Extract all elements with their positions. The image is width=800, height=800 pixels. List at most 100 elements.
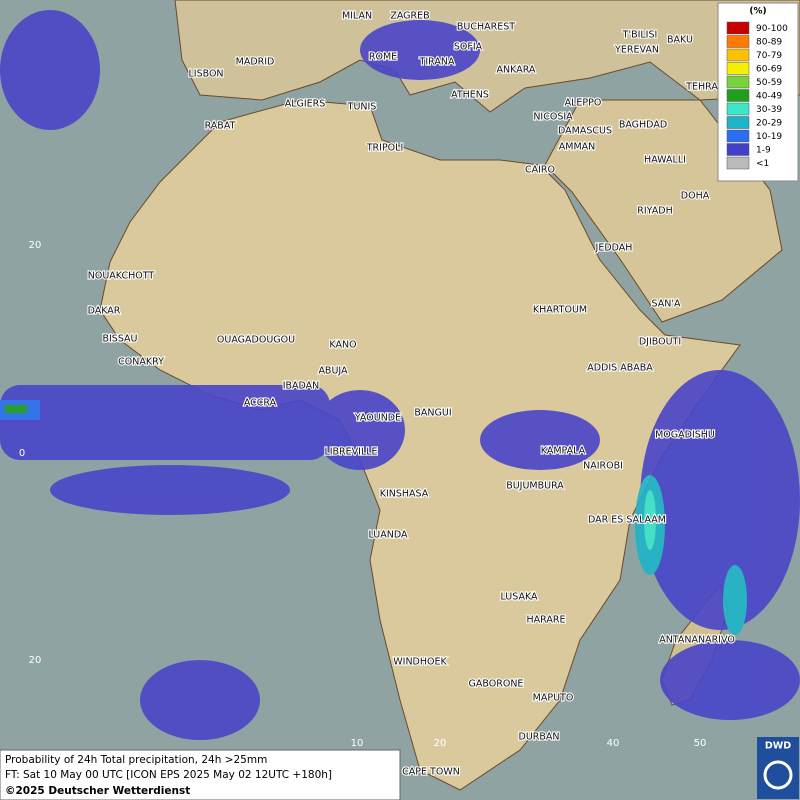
city-label: MILAN [342, 11, 372, 22]
city-label: BUJUMBURA [506, 481, 564, 492]
city-label: ZAGREB [390, 11, 429, 22]
legend-label: 60-69 [756, 65, 782, 75]
lat-label: 20 [29, 240, 42, 251]
lon-label: 40 [607, 738, 620, 749]
city-label: CAIRO [525, 165, 555, 176]
legend-label: <1 [756, 159, 769, 169]
caption-line: FT: Sat 10 May 00 UTC [ICON EPS 2025 May… [5, 769, 332, 781]
lon-label: 10 [351, 738, 364, 749]
city-label: KAMPALA [541, 446, 586, 457]
legend-label: 50-59 [756, 78, 782, 88]
city-label: KHARTOUM [533, 305, 587, 316]
city-label: ABUJA [318, 366, 348, 377]
city-label: HAWALLI [644, 155, 686, 166]
city-label: ALEPPO [565, 98, 602, 109]
city-label: BISSAU [102, 334, 137, 345]
legend-title: (%) [749, 7, 766, 17]
city-label: DAKAR [88, 306, 121, 317]
city-label: BANGUI [414, 408, 451, 419]
legend: (%) 90-100 80-89 70-79 60-69 50-59 40-49 30-39… [717, 2, 799, 182]
city-label: ATHENS [451, 90, 489, 101]
city-label: TUNIS [347, 102, 377, 113]
city-label: ADDIS ABABA [587, 363, 653, 374]
lon-label: 50 [694, 738, 707, 749]
city-label: RABAT [205, 121, 236, 132]
city-label: NICOSIA [533, 112, 573, 123]
city-label: OUAGADOUGOU [217, 335, 295, 346]
city-label: DAMASCUS [558, 126, 612, 137]
legend-swatch [726, 75, 750, 89]
city-label: BUCHAREST [457, 22, 515, 33]
africa [99, 99, 741, 791]
legend-label: 90-100 [756, 24, 788, 34]
city-label: SOFIA [454, 42, 483, 53]
legend-label: 1-9 [756, 146, 771, 156]
grid-labels: 20 0 20 10 20 40 50 [19, 240, 707, 749]
legend-label: 10-19 [756, 132, 782, 142]
city-label: BAGHDAD [619, 120, 667, 131]
city-label: HARARE [527, 615, 566, 626]
legend-swatch [726, 116, 750, 129]
city-label: BAKU [667, 35, 693, 46]
city-label: ALGIERS [285, 99, 326, 110]
caption-box [0, 749, 401, 800]
legend-label: 30-39 [756, 105, 782, 115]
city-label: CAPE TOWN [402, 767, 460, 778]
city-label: MAPUTO [533, 693, 574, 704]
city-label: T'BILISI [622, 30, 658, 41]
city-label: LISBON [188, 69, 223, 80]
city-label: KANO [329, 340, 356, 351]
city-label: NOUAKCHOTT [88, 271, 155, 282]
logo-text: DWD [765, 741, 791, 752]
lon-label: 20 [434, 738, 447, 749]
lat-label: 0 [19, 448, 25, 459]
city-label: DJIBOUTI [639, 337, 681, 348]
legend-swatch [726, 102, 750, 116]
city-label: LUSAKA [500, 592, 538, 603]
legend-label: 20-29 [756, 119, 782, 129]
city-label: NAIROBI [583, 461, 623, 472]
city-label: DURBAN [519, 732, 560, 743]
logo-icon [763, 760, 793, 790]
city-label: LIBREVILLE [324, 447, 377, 458]
legend-swatch [726, 89, 750, 102]
city-label: TEHRA [685, 82, 718, 93]
city-label: ROME [369, 52, 397, 63]
legend-swatch [726, 143, 750, 156]
lat-label: 20 [29, 655, 42, 666]
city-label: TIRANA [419, 57, 455, 68]
city-label: DOHA [681, 191, 710, 202]
city-label: IBADAN [283, 381, 320, 392]
logo: DWD [757, 737, 799, 799]
city-label: SAN'A [652, 299, 681, 310]
city-labels: MILAN ZAGREB BUCHAREST T'BILISI BAKU MADRID RO… [86, 9, 735, 778]
city-label: MOGADISHU [655, 430, 715, 441]
caption-credit: ©2025 Deutscher Wetterdienst [5, 785, 190, 797]
city-label: RIYADH [637, 206, 672, 217]
city-label: DAR ES SALAAM [588, 515, 666, 526]
caption-line: Probability of 24h Total precipitation, … [5, 754, 267, 766]
city-label: ACCRA [244, 398, 277, 409]
city-label: YAOUNDE [354, 413, 401, 424]
precipitation [0, 10, 800, 740]
caption: Probability of 24h Total precipitation, … [0, 749, 401, 800]
city-label: TRIPOLI [366, 143, 404, 154]
city-label: CONAKRY [118, 357, 164, 368]
legend-swatch [726, 156, 750, 170]
city-label: GABORONE [469, 679, 524, 690]
city-label: WINDHOEK [393, 657, 447, 668]
legend-label: 70-79 [756, 51, 782, 61]
city-label: YEREVAN [614, 45, 659, 56]
city-label: ANTANANARIVO [659, 635, 735, 646]
city-label: MADRID [236, 57, 275, 68]
legend-swatch [726, 129, 750, 143]
legend-label: 80-89 [756, 38, 782, 48]
city-label: AMMAN [559, 142, 596, 153]
legend-label: 40-49 [756, 92, 782, 102]
legend-swatch [726, 62, 750, 75]
legend-swatch [726, 35, 750, 48]
city-label: LUANDA [368, 530, 408, 541]
city-label: JEDDAH [595, 243, 633, 254]
legend-swatch [726, 48, 750, 62]
